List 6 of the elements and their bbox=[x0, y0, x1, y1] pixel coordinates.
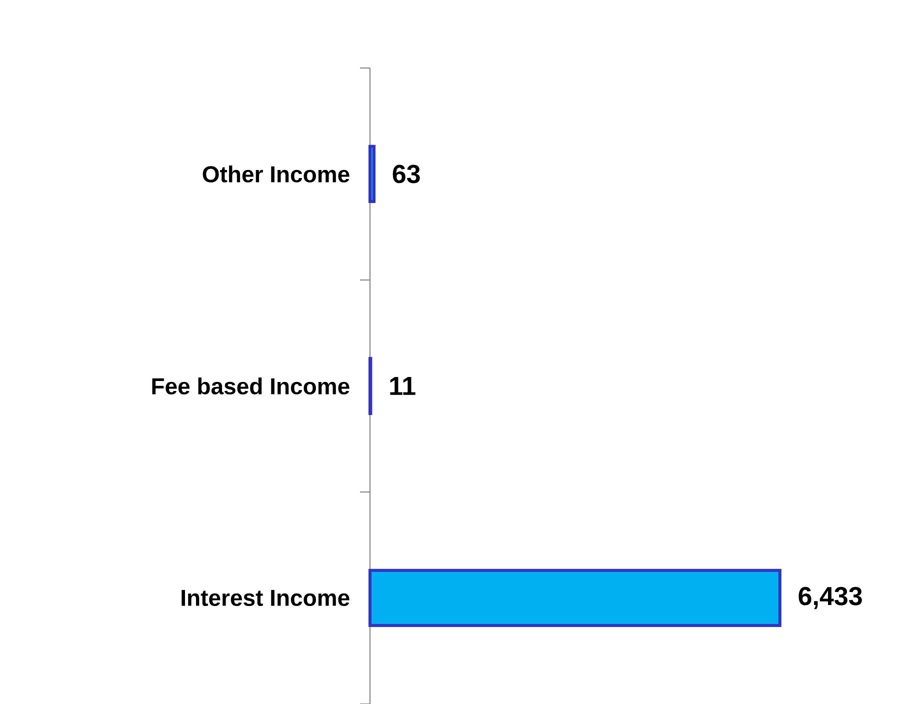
y-tick-label: Interest Income bbox=[182, 590, 350, 606]
data-label: 11 bbox=[390, 377, 416, 395]
y-tick-label: Other Income bbox=[202, 166, 350, 182]
data-label: 6,433 bbox=[798, 586, 862, 610]
y-tick-label: Fee based Income bbox=[152, 378, 350, 394]
data-label: 63 bbox=[392, 164, 420, 184]
